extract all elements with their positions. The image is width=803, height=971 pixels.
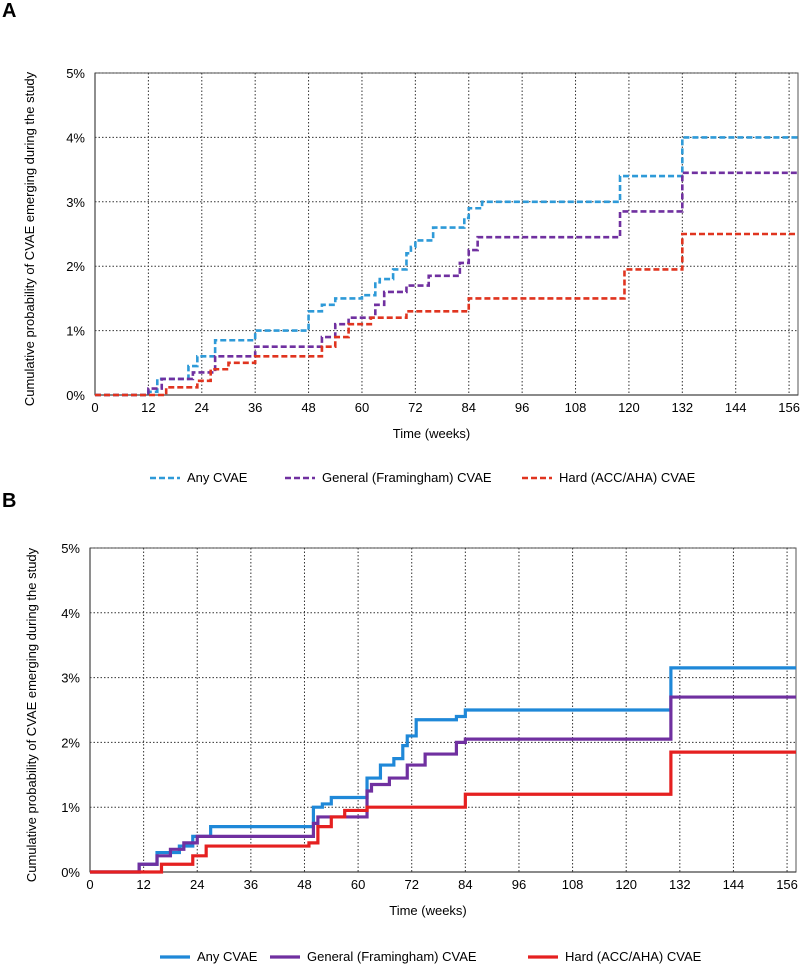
legend-label: Hard (ACC/AHA) CVAE [559,470,696,485]
chart-panel-a: 0 12 24 36 48 60 72 84 96 108 120 132 144 156 0% 1% 2% 3%… [22,66,800,485]
legend-label: Any CVAE [187,470,248,485]
x-tick-label: 156 [776,877,798,892]
y-tick-label: 0% [66,388,85,403]
panel-label-a: A [2,0,17,22]
series-line-hard-acc-aha-cvae [95,232,798,397]
series-line-any-cvae [95,136,798,397]
x-tick-label: 144 [725,400,747,415]
x-tick-label: 48 [297,877,311,892]
x-tick-label: 0 [91,400,98,415]
x-tick-label: 84 [462,400,476,415]
chart-panel-b: 0 12 24 36 48 60 72 84 96 108 120 132 144 156 0% 1% 2% 3%… [24,541,798,964]
x-tick-label: 24 [190,877,204,892]
x-tick-label: 60 [355,400,369,415]
x-tick-label: 144 [723,877,745,892]
x-tick-label: 48 [301,400,315,415]
panel-label-b: B [2,490,17,512]
legend-label: General (Framingham) CVAE [307,949,477,964]
x-tick-label: 24 [195,400,209,415]
legend-label: General (Framingham) CVAE [322,470,492,485]
x-axis-title: Time (weeks) [393,426,471,441]
y-tick-label: 5% [61,541,80,556]
plot-area [89,547,797,873]
x-tick-label: 96 [515,400,529,415]
x-tick-label: 12 [136,877,150,892]
x-tick-label: 156 [778,400,800,415]
y-axis-title: Cumulative probability of CVAE emerging … [24,547,39,882]
x-tick-label: 60 [351,877,365,892]
x-tick-label: 36 [244,877,258,892]
x-tick-label: 132 [669,877,691,892]
y-tick-label: 3% [66,195,85,210]
x-tick-label: 0 [86,877,93,892]
y-axis-title: Cumulative probability of CVAE emerging … [22,71,37,406]
y-tick-label: 2% [61,735,80,750]
x-tick-label: 96 [512,877,526,892]
y-tick-label: 1% [66,324,85,339]
x-tick-label: 108 [565,400,587,415]
legend-label: Any CVAE [197,949,258,964]
x-tick-label: 108 [562,877,584,892]
x-tick-label: 120 [618,400,640,415]
x-tick-label: 132 [671,400,693,415]
y-tick-label: 1% [61,800,80,815]
y-tick-label: 2% [66,259,85,274]
x-tick-label: 36 [248,400,262,415]
x-tick-label: 120 [615,877,637,892]
x-tick-label: 84 [458,877,472,892]
series-line-hard-acc-aha-cvae [90,750,796,874]
series-line-any-cvae [90,666,796,874]
y-tick-label: 3% [61,671,80,686]
series-line-general-framingham-cvae [95,171,798,397]
y-tick-label: 0% [61,865,80,880]
y-tick-label: 4% [61,606,80,621]
x-tick-label: 72 [408,400,422,415]
x-axis-title: Time (weeks) [389,903,467,918]
y-tick-label: 4% [66,130,85,145]
series-line-general-framingham-cvae [90,695,796,874]
legend-label: Hard (ACC/AHA) CVAE [565,949,702,964]
y-tick-label: 5% [66,66,85,81]
x-tick-label: 12 [141,400,155,415]
x-tick-label: 72 [404,877,418,892]
